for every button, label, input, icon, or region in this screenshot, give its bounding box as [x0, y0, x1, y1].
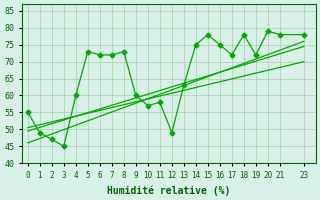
X-axis label: Humidité relative (%): Humidité relative (%) — [107, 185, 230, 196]
